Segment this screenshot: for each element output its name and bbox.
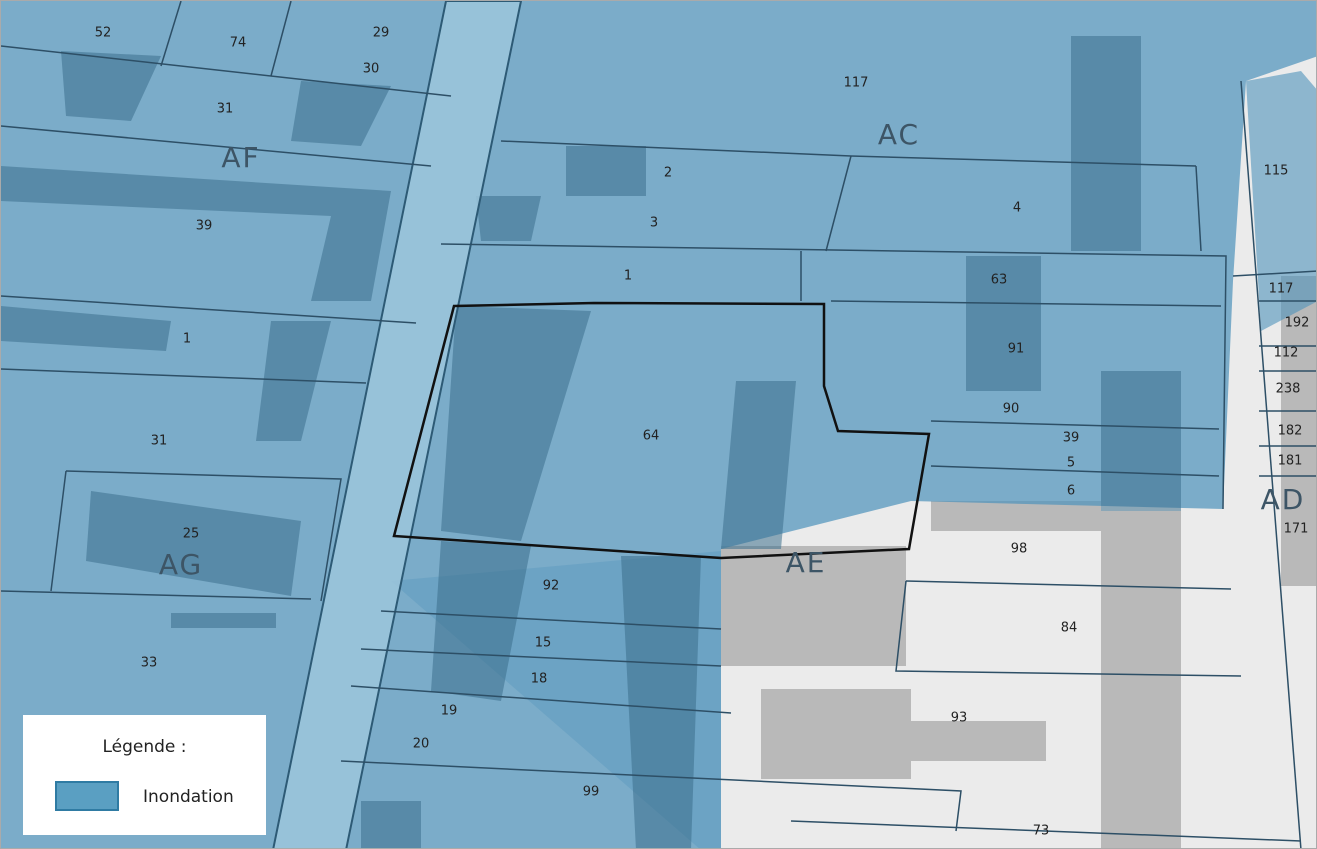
parcel-number: 181 [1278, 454, 1303, 469]
section-label: AF [221, 141, 260, 174]
parcel-number: 39 [1063, 431, 1080, 446]
section-label: AC [878, 118, 920, 151]
parcel-number: 91 [1008, 342, 1025, 357]
flood-zone [1246, 71, 1316, 331]
parcel-number: 31 [151, 434, 168, 449]
section-label: AD [1261, 483, 1306, 516]
labels: AF AC AG AE AD 52 74 29 30 31 39 1 31 25 33 117 2 3 4 115 1 6… [95, 26, 1310, 839]
parcel-number: 92 [543, 579, 560, 594]
parcel-number: 171 [1284, 522, 1309, 537]
parcel-number: 99 [583, 785, 600, 800]
legend-swatch [55, 781, 119, 811]
legend-item: Inondation [143, 787, 234, 807]
parcel-number: 63 [991, 273, 1008, 288]
legend: Légende : Inondation [23, 715, 266, 835]
buildings [721, 276, 1316, 848]
parcel-number: 4 [1013, 201, 1021, 216]
parcel-number: 115 [1264, 164, 1289, 179]
parcel-number: 117 [1269, 282, 1294, 297]
parcel-number: 98 [1011, 542, 1028, 557]
parcel-number: 31 [217, 102, 234, 117]
buildings [1, 36, 1181, 848]
road [272, 1, 523, 848]
parcel-number: 64 [643, 429, 660, 444]
parcel-number: 19 [441, 704, 458, 719]
parcel-number: 29 [373, 26, 390, 41]
selected-parcel [392, 301, 931, 560]
parcel-number: 33 [141, 656, 158, 671]
parcel-number: 90 [1003, 402, 1020, 417]
parcel-number: 1 [624, 269, 632, 284]
legend-title: Légende : [102, 737, 187, 757]
parcel-number: 192 [1285, 316, 1310, 331]
parcel-number: 73 [1033, 824, 1050, 839]
parcel-number: 18 [531, 672, 548, 687]
section-label: AE [786, 546, 827, 579]
parcel-number: 39 [196, 219, 213, 234]
section-label: AG [159, 548, 203, 581]
parcel-number: 112 [1274, 346, 1299, 361]
parcel-number: 25 [183, 527, 200, 542]
parcel-number: 74 [230, 36, 247, 51]
parcel-number: 117 [844, 76, 869, 91]
parcel-number: 15 [535, 636, 552, 651]
parcel-number: 84 [1061, 621, 1078, 636]
parcel-number: 182 [1278, 424, 1303, 439]
parcel-number: 52 [95, 26, 112, 41]
parcel-number: 93 [951, 711, 968, 726]
parcel-number: 6 [1067, 484, 1075, 499]
parcel-number: 5 [1067, 456, 1075, 471]
parcel-number: 2 [664, 166, 672, 181]
parcel-number: 1 [183, 332, 191, 347]
parcel-number: 30 [363, 62, 380, 77]
parcel-number: 3 [650, 216, 658, 231]
parcel-number: 238 [1276, 382, 1301, 397]
parcel-number: 20 [413, 737, 430, 752]
